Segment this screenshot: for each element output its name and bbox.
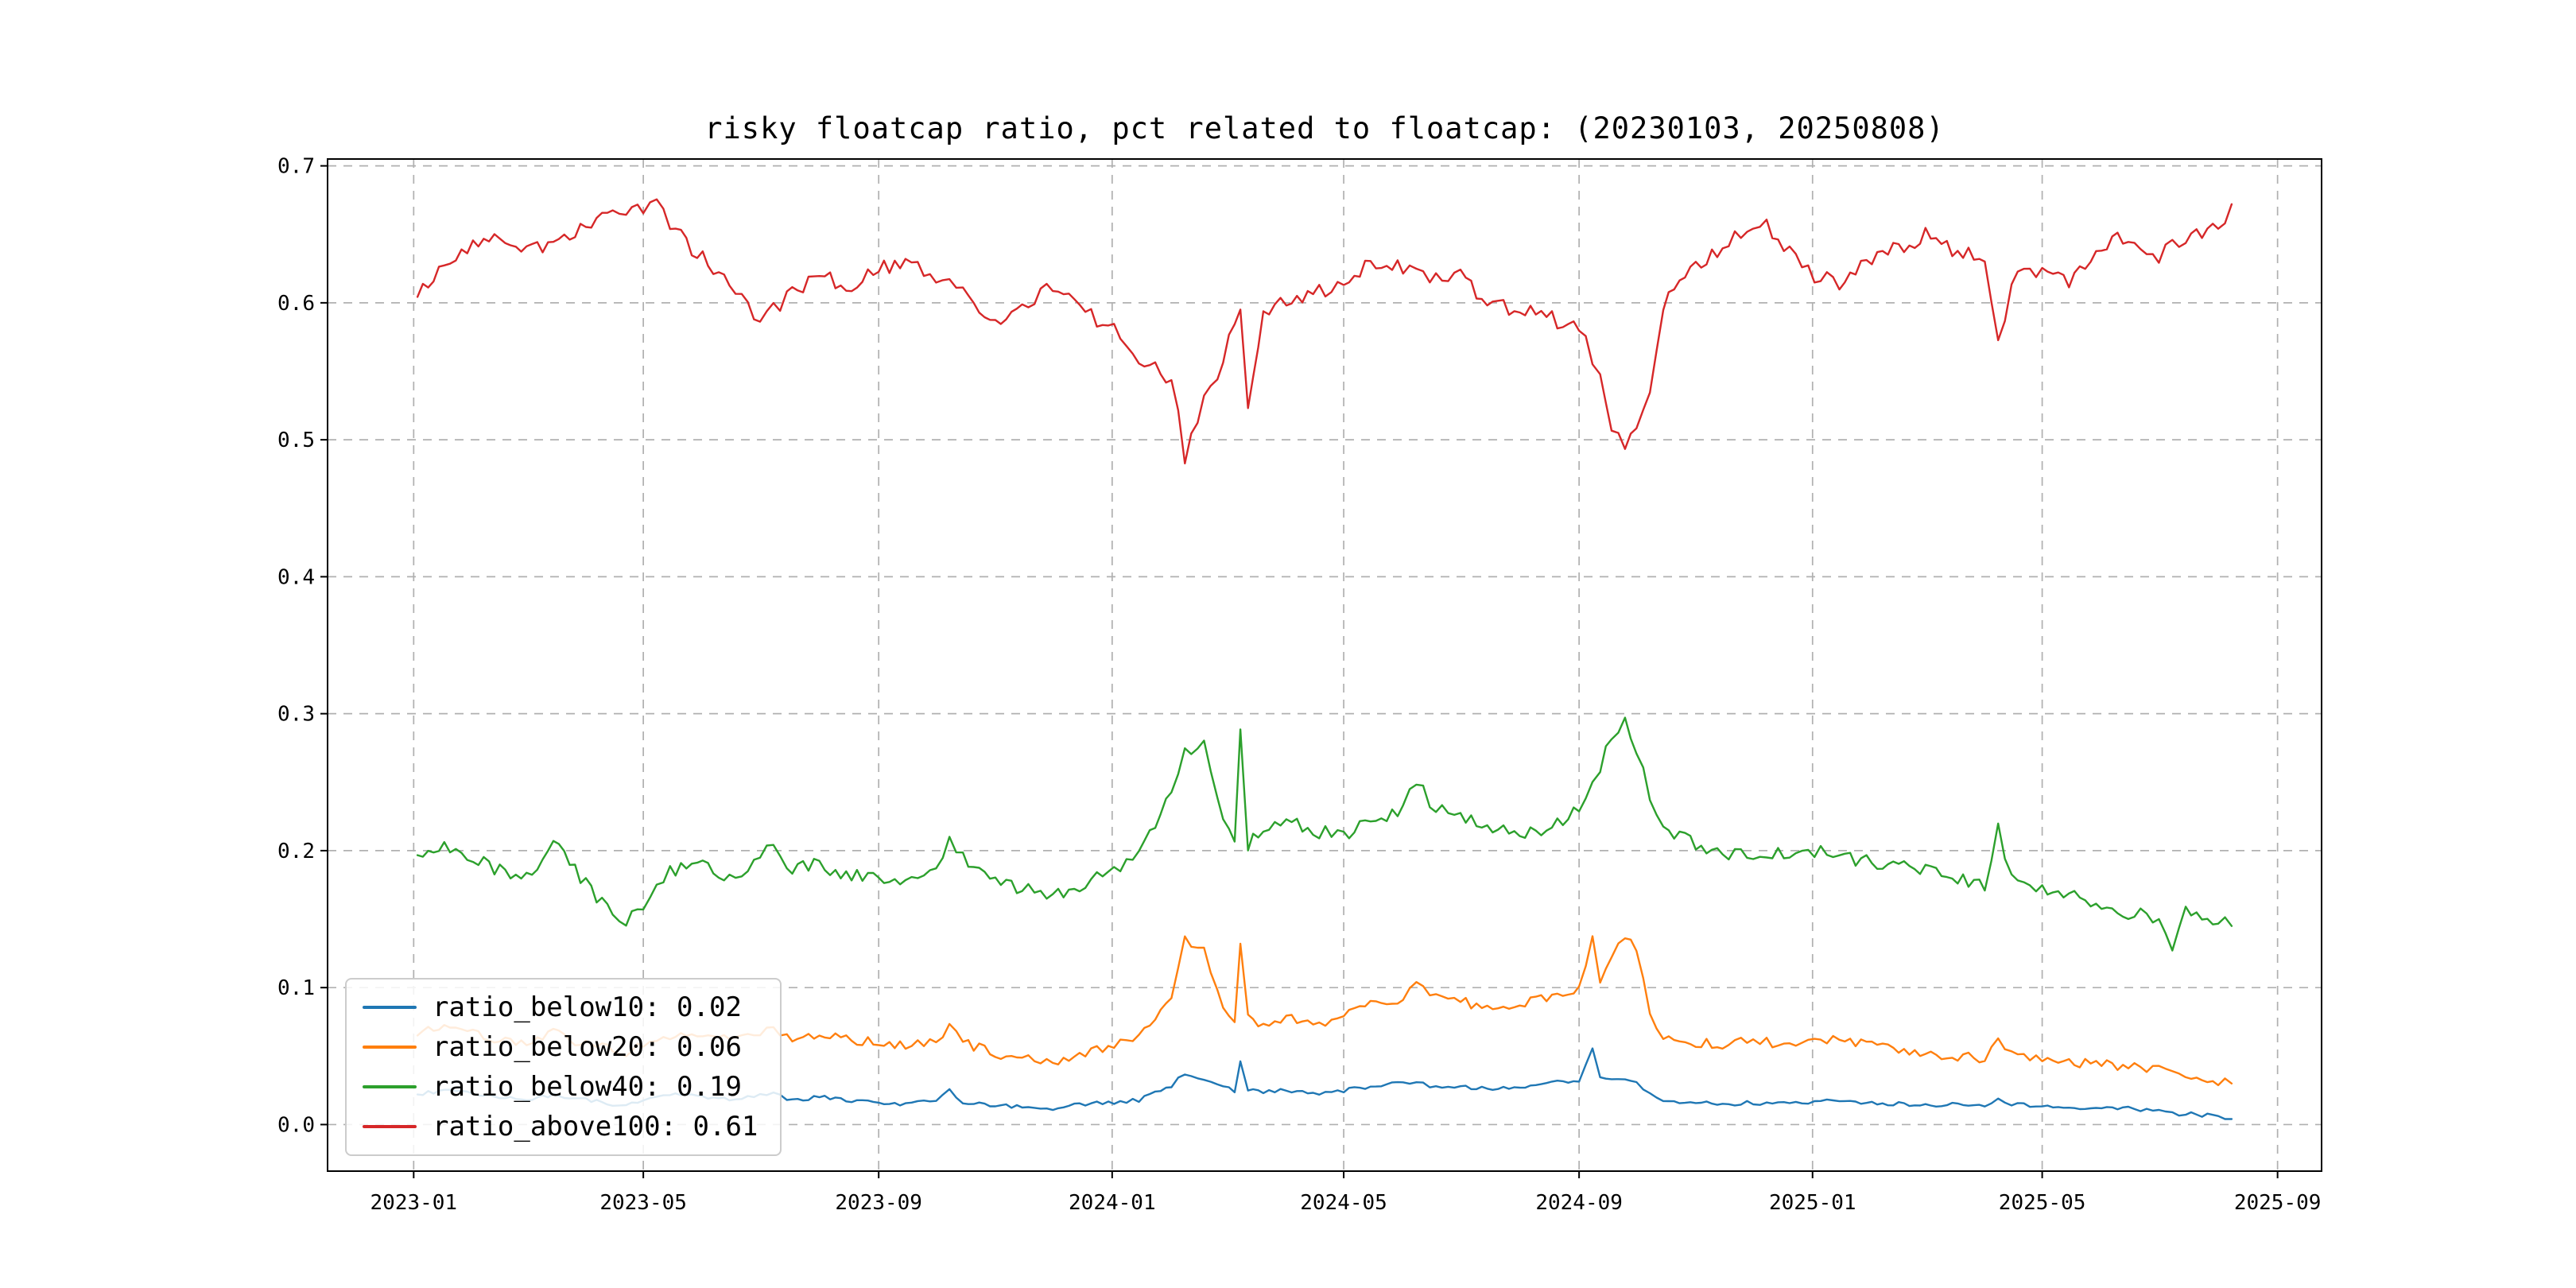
y-tick-label: 0.2 — [277, 840, 315, 863]
legend-item-ratio-below40: ratio_below40: 0.19 — [363, 1069, 758, 1105]
y-tick-label: 0.1 — [277, 976, 315, 1000]
legend-line-sample — [363, 1046, 417, 1049]
series-line-ratio_below40 — [416, 716, 2233, 952]
series-line-ratio_above100 — [416, 198, 2233, 465]
y-tick-label: 0.4 — [277, 565, 315, 589]
legend-label: ratio_below40: 0.19 — [433, 1071, 742, 1103]
x-tick-label: 2024-01 — [1069, 1191, 1156, 1215]
legend-label: ratio_below20: 0.06 — [433, 1031, 742, 1063]
legend-item-ratio-below10: ratio_below10: 0.02 — [363, 989, 758, 1026]
y-tick-label: 0.6 — [277, 292, 315, 316]
legend-line-sample — [363, 1085, 417, 1088]
y-tick-label: 0.5 — [277, 429, 315, 452]
legend-line-sample — [363, 1125, 417, 1128]
y-tick-label: 0.3 — [277, 703, 315, 727]
y-tick-label: 0.0 — [277, 1113, 315, 1137]
x-tick-label: 2025-09 — [2234, 1191, 2322, 1215]
x-tick-label: 2025-01 — [1769, 1191, 1856, 1215]
x-tick-label: 2023-09 — [835, 1191, 922, 1215]
legend-item-ratio-below20: ratio_below20: 0.06 — [363, 1029, 758, 1065]
legend-item-ratio-above100: ratio_above100: 0.61 — [363, 1108, 758, 1145]
x-tick-label: 2023-01 — [370, 1191, 458, 1215]
legend-line-sample — [363, 1006, 417, 1009]
x-tick-label: 2025-05 — [1999, 1191, 2086, 1215]
legend: ratio_below10: 0.02 ratio_below20: 0.06 … — [345, 978, 782, 1156]
x-tick-label: 2024-09 — [1535, 1191, 1623, 1215]
x-tick-label: 2024-05 — [1300, 1191, 1387, 1215]
legend-label: ratio_above100: 0.61 — [433, 1111, 758, 1143]
chart-title: risky floatcap ratio, pct related to flo… — [704, 111, 1945, 145]
x-tick-label: 2023-05 — [599, 1191, 687, 1215]
y-tick-label: 0.7 — [277, 155, 315, 179]
legend-label: ratio_below10: 0.02 — [433, 991, 742, 1023]
plot-border — [327, 158, 2322, 1172]
